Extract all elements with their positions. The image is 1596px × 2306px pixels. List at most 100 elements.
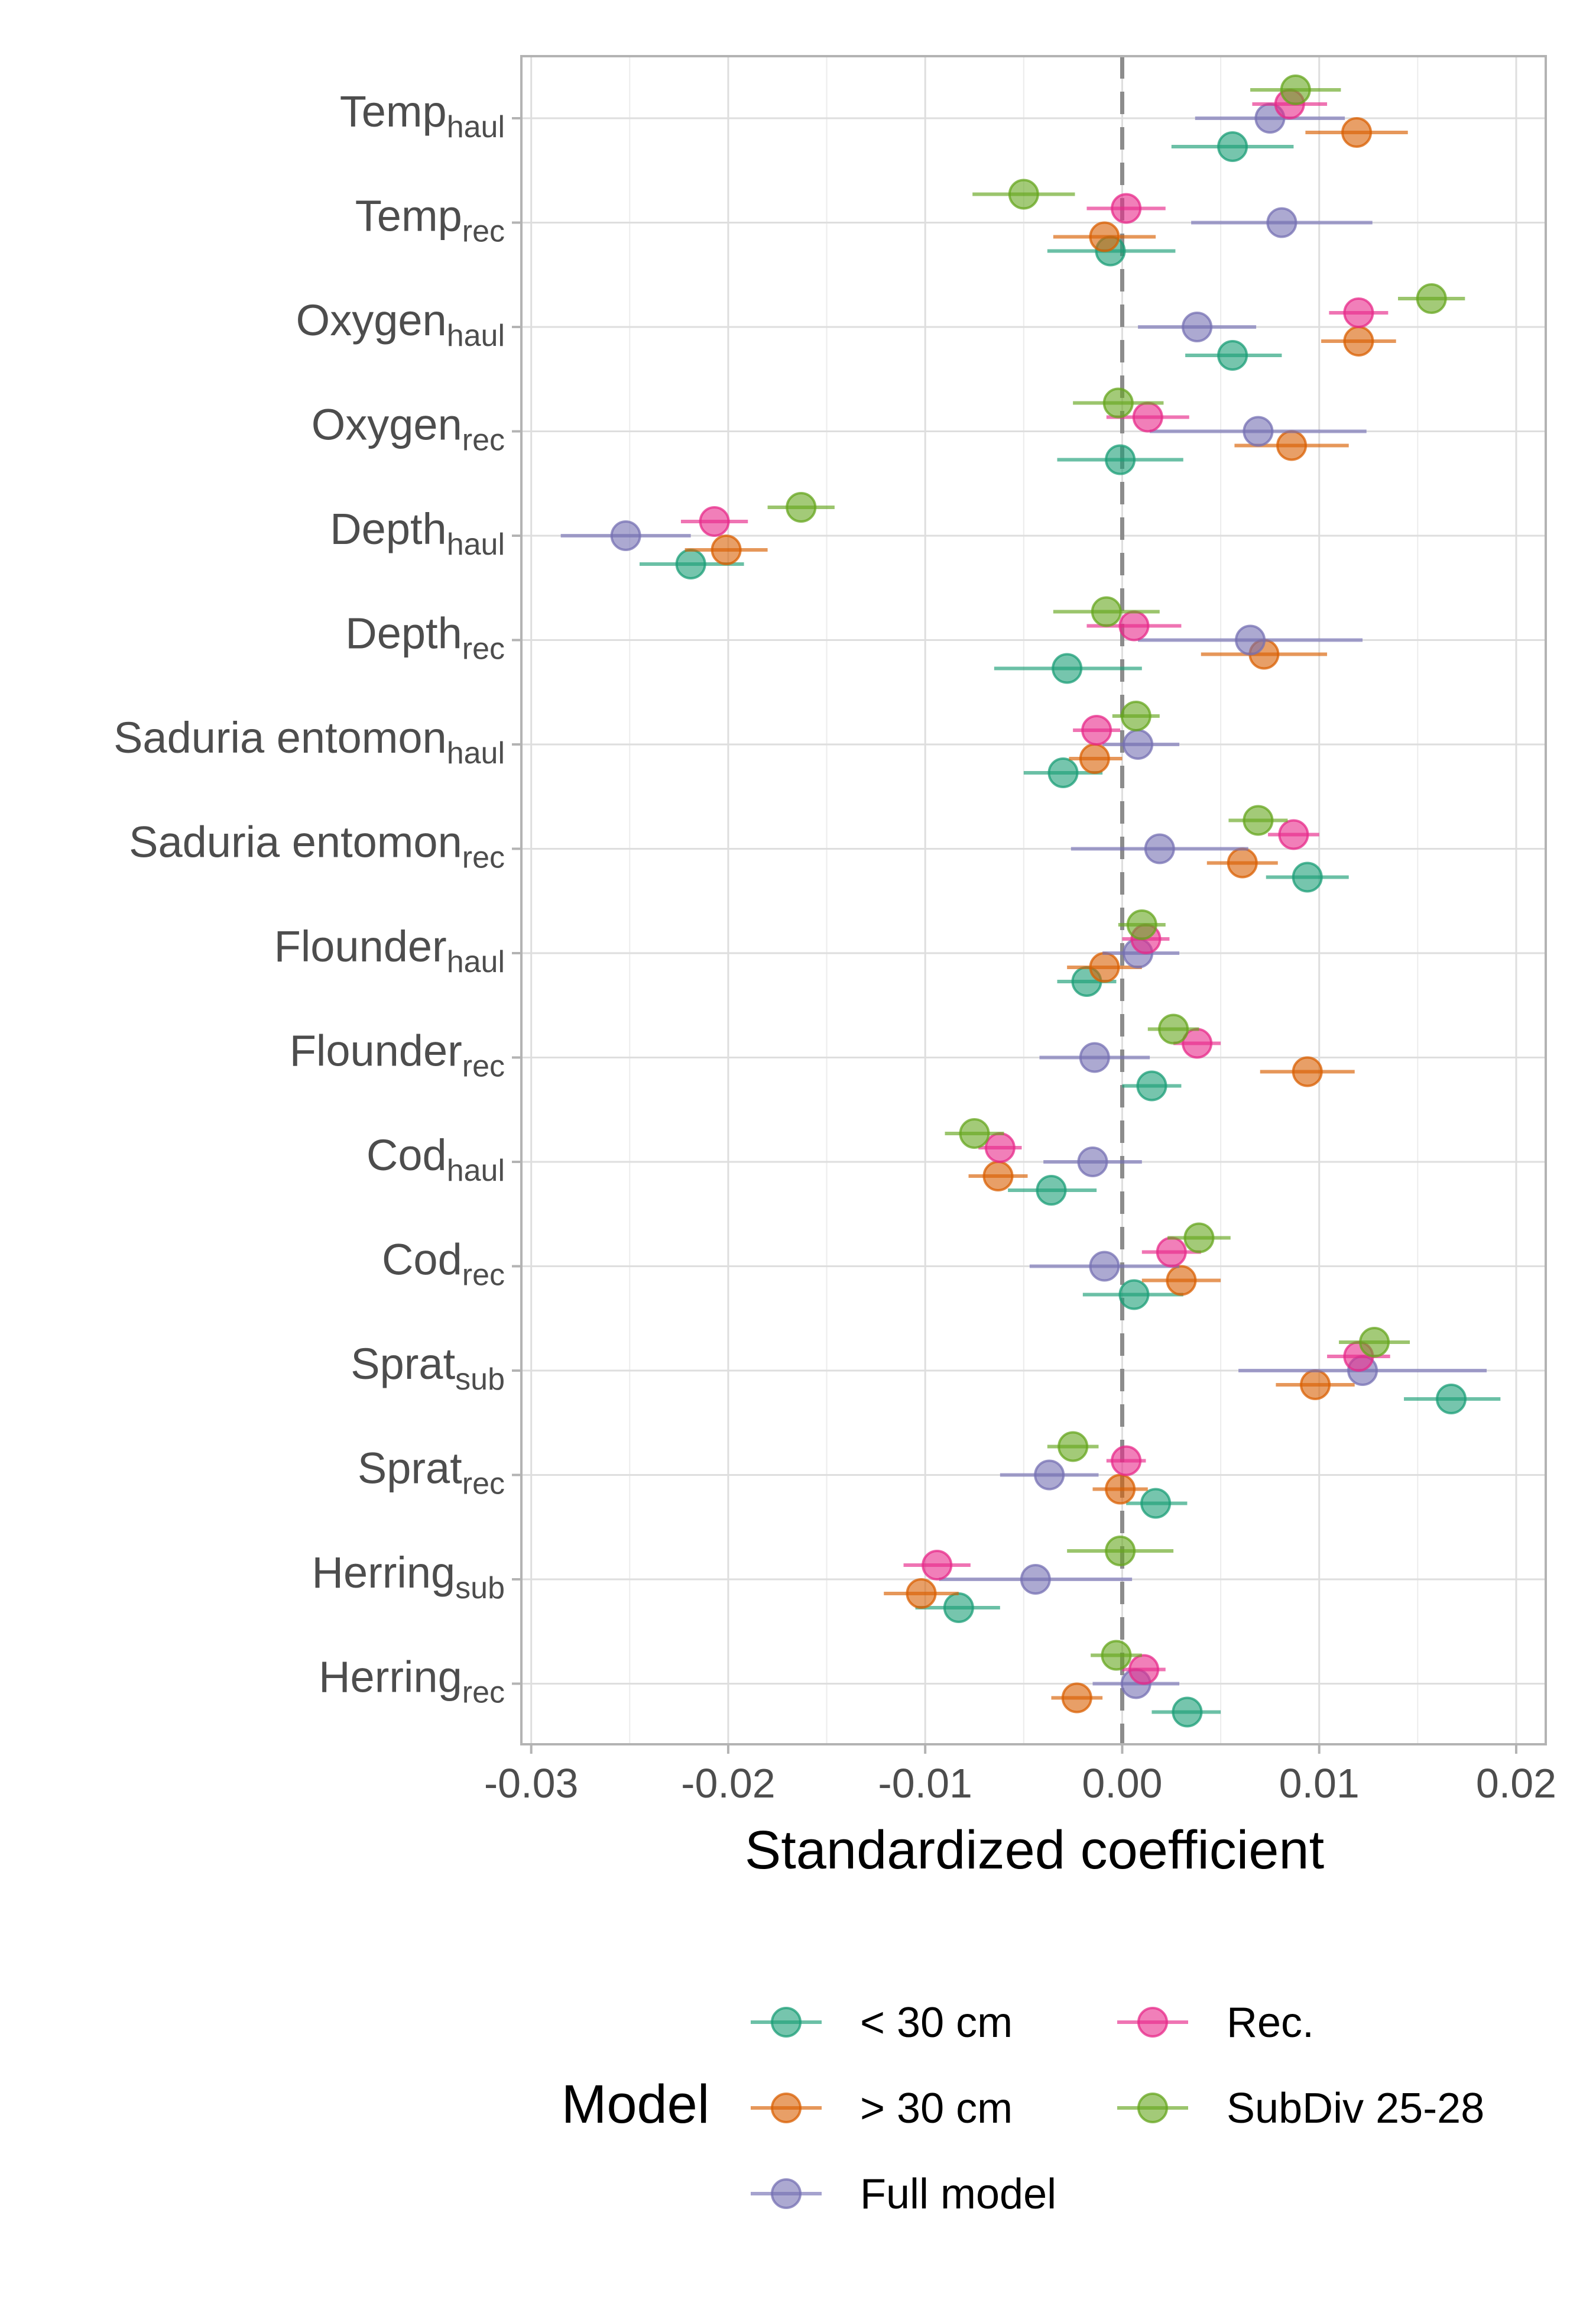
- y-tick-label-subscript: haul: [447, 527, 505, 562]
- point: [1217, 131, 1248, 162]
- y-tick-label-subscript: rec: [462, 1050, 505, 1084]
- y-tick-label: Saduria entomonhaul: [113, 713, 505, 770]
- y-tick-label-subscript: haul: [447, 945, 505, 979]
- point: [1047, 757, 1079, 788]
- legend: Model < 30 cm > 30 cm Full model Rec. SubDiv…: [562, 1999, 1485, 2218]
- y-tick-label: Herringsub: [312, 1548, 505, 1605]
- y-tick-label: Depthrec: [345, 609, 505, 666]
- point: [1089, 952, 1120, 983]
- point: [1128, 1654, 1160, 1685]
- y-tick-label: Codrec: [382, 1235, 505, 1293]
- y-tick-label: Spratsub: [351, 1339, 505, 1397]
- panel-border: [520, 55, 1547, 1745]
- series-marks: [560, 75, 1501, 1728]
- y-tick-label: Flounderhaul: [274, 922, 505, 979]
- series-subdiv-25-28: [767, 75, 1465, 1671]
- point: [1105, 1473, 1136, 1505]
- point: [1089, 221, 1120, 252]
- point: [1343, 297, 1374, 328]
- point: [1052, 653, 1083, 684]
- x-tick-label: 0.02: [1476, 1760, 1556, 1806]
- y-tick-label: Herringrec: [319, 1653, 505, 1710]
- legend-key-point: [1137, 2007, 1168, 2038]
- legend-title: Model: [562, 2074, 710, 2135]
- y-tick-label: Codhaul: [366, 1131, 505, 1188]
- y-tick-label-base: Temp: [355, 192, 462, 241]
- y-tick-label-subscript: rec: [462, 215, 505, 249]
- y-tick-label-base: Saduria entomon: [113, 713, 447, 762]
- point: [1436, 1384, 1467, 1414]
- point: [1217, 340, 1248, 371]
- y-tick-label-subscript: rec: [462, 1676, 505, 1710]
- legend-item: SubDiv 25-28: [1117, 2085, 1484, 2132]
- y-tick-label-base: Depth: [345, 609, 462, 658]
- y-tick-label-subscript: haul: [447, 1154, 505, 1188]
- point: [610, 520, 641, 551]
- point: [1132, 401, 1163, 433]
- x-tick-label: 0.01: [1279, 1760, 1360, 1806]
- y-tick-label-base: Sprat: [358, 1444, 462, 1493]
- legend-item: < 30 cm: [751, 1999, 1013, 2046]
- point: [1235, 624, 1266, 656]
- panel-background: [521, 56, 1546, 1744]
- point: [1008, 179, 1039, 210]
- point: [1266, 207, 1297, 238]
- y-tick-label-base: Flounder: [290, 1026, 462, 1076]
- x-tick-label: -0.01: [878, 1760, 972, 1806]
- point: [1111, 1445, 1142, 1476]
- point: [1118, 1279, 1150, 1310]
- y-tick-label-subscript: haul: [447, 110, 505, 144]
- y-axis: TemphaulTemprecOxygenhaulOxygenrecDepthh…: [113, 87, 521, 1710]
- point: [959, 1118, 990, 1149]
- y-tick-label: Depthhaul: [330, 504, 505, 562]
- point: [1111, 193, 1142, 224]
- point: [1227, 847, 1258, 879]
- y-tick-label: Oxygenhaul: [296, 296, 505, 353]
- point: [1089, 1251, 1120, 1282]
- point: [675, 549, 706, 579]
- x-axis: -0.03 -0.02 -0.01 0.00 0.01 0.02: [484, 1744, 1556, 1806]
- point: [1416, 283, 1447, 314]
- point: [1081, 715, 1112, 746]
- point: [1034, 1459, 1065, 1491]
- point: [1061, 1682, 1092, 1714]
- point: [984, 1132, 1016, 1163]
- point: [1343, 326, 1374, 357]
- point: [1091, 596, 1122, 627]
- legend-item: Full model: [751, 2171, 1056, 2218]
- point: [1140, 1488, 1172, 1519]
- point: [1300, 1369, 1331, 1400]
- y-tick-label-base: Flounder: [274, 922, 447, 971]
- point: [1276, 430, 1308, 461]
- point: [1136, 1070, 1167, 1102]
- point: [1172, 1696, 1203, 1728]
- y-tick-label: Temphaul: [340, 87, 505, 144]
- point: [1105, 1536, 1136, 1566]
- point: [1079, 743, 1110, 774]
- y-tick-label: Oxygenrec: [312, 400, 505, 458]
- y-tick-label-base: Depth: [330, 504, 446, 553]
- y-tick-label-subscript: sub: [455, 1362, 505, 1397]
- point: [1280, 75, 1311, 105]
- legend-key-point: [771, 2093, 802, 2123]
- point: [1183, 1222, 1215, 1254]
- x-tick-label: -0.02: [681, 1760, 776, 1806]
- point: [1020, 1564, 1051, 1595]
- y-tick-label: Flounderrec: [290, 1026, 505, 1084]
- y-tick-label-subscript: haul: [447, 736, 505, 770]
- series-30-cm: [639, 131, 1501, 1728]
- point: [1243, 805, 1274, 836]
- point: [1243, 416, 1274, 447]
- point: [711, 535, 742, 565]
- point: [1156, 1236, 1187, 1268]
- legend-label: > 30 cm: [860, 2085, 1013, 2132]
- point: [699, 506, 730, 537]
- y-tick-label-subscript: haul: [447, 319, 505, 353]
- legend-label: Full model: [860, 2171, 1056, 2218]
- legend-item: Rec.: [1117, 1999, 1314, 2046]
- legend-key-point: [771, 2007, 802, 2038]
- point: [1144, 833, 1175, 864]
- point: [1120, 701, 1151, 731]
- point: [1105, 444, 1136, 475]
